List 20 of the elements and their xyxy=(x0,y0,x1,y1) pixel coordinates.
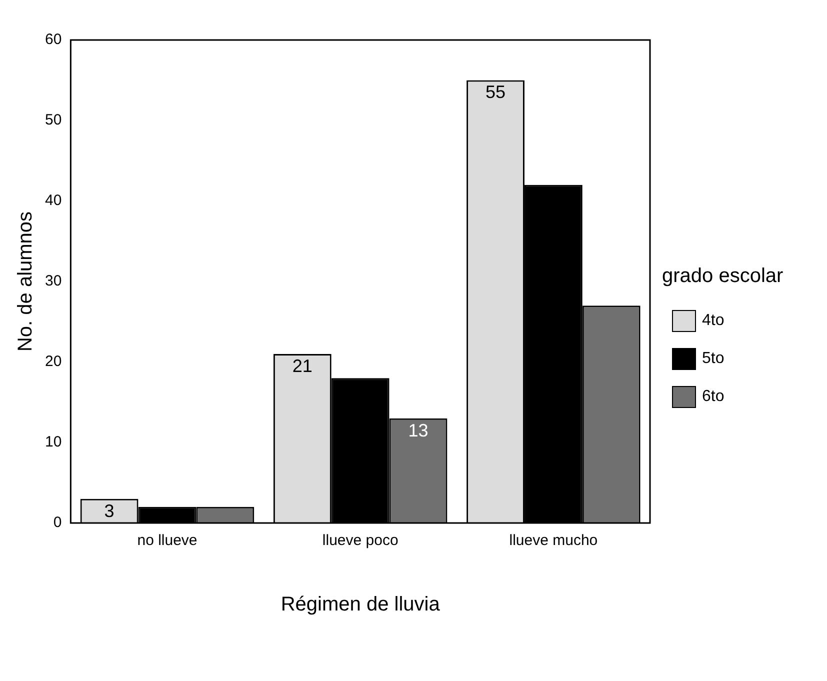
data-label: 55 xyxy=(486,82,506,102)
data-label: 21 xyxy=(292,356,312,376)
x-tick-label: llueve mucho xyxy=(509,532,598,550)
y-tick-label: 30 xyxy=(44,272,62,290)
legend-title: grado escolar xyxy=(662,265,784,288)
legend-label: 5to xyxy=(702,350,724,368)
y-axis-title: No. de alumnos xyxy=(14,211,37,352)
x-tick-label: llueve poco xyxy=(322,532,398,550)
legend-label: 6to xyxy=(702,388,724,406)
x-axis-title: Régimen de lluvia xyxy=(280,594,441,616)
y-tick-label: 40 xyxy=(44,192,62,210)
x-tick-label: no llueve xyxy=(137,532,198,550)
data-label: 13 xyxy=(408,420,428,440)
y-tick-label: 20 xyxy=(44,353,62,370)
y-tick-label: 60 xyxy=(44,31,62,48)
y-tick-label: 50 xyxy=(44,112,62,129)
legend-label: 4to xyxy=(702,312,724,330)
y-tick-label: 0 xyxy=(53,514,62,532)
data-label: 3 xyxy=(104,500,114,521)
y-tick-label: 10 xyxy=(44,434,62,451)
